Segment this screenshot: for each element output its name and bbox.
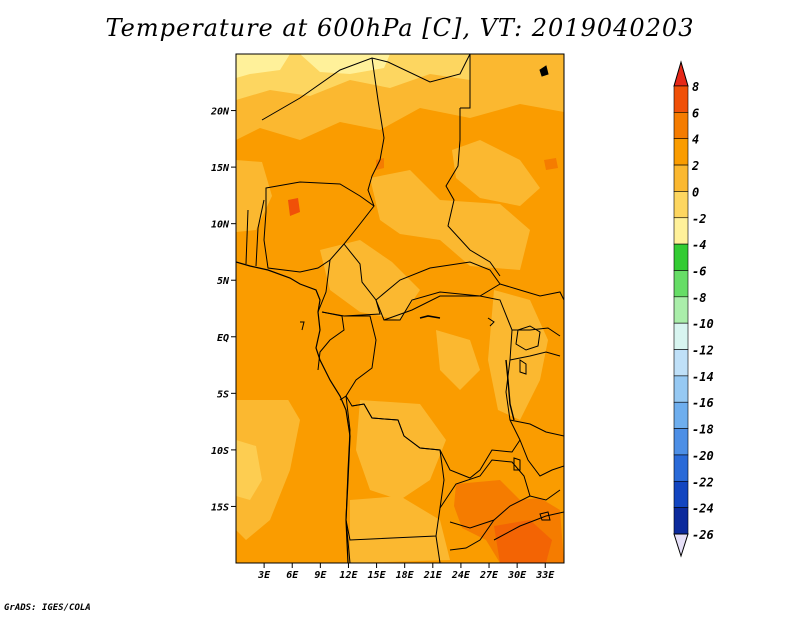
lon-tick-label: 6E — [286, 570, 299, 581]
colorbar-bottom-arrow — [673, 533, 689, 558]
colorbar-label: 4 — [692, 133, 699, 147]
colorbar-segment — [673, 270, 689, 298]
lat-tick-label: 5S — [217, 389, 229, 400]
colorbar-segment — [673, 243, 689, 271]
colorbar-segment — [673, 138, 689, 166]
lon-tick-label: 9E — [314, 570, 327, 581]
lon-tick-label: 33E — [535, 570, 555, 581]
lon-tick-label: 15E — [368, 570, 387, 581]
colorbar-label: -2 — [692, 212, 706, 226]
colorbar-top-arrow — [673, 60, 689, 87]
colorbar-segment — [673, 428, 689, 456]
longitude-axis: 3E 6E 9E 12E 15E 18E 21E 24E 27E 30E 33E — [257, 563, 555, 581]
latitude-axis: 20N 15N 10N 5N EQ 5S 10S 15S — [210, 107, 236, 513]
colorbar-label: 6 — [692, 106, 699, 120]
colorbar-segment — [673, 480, 689, 508]
lat-tick-label: 10S — [211, 446, 229, 457]
colorbar-segment — [673, 112, 689, 140]
map-title: Temperature at 600hPa [C], VT: 201904020… — [105, 14, 695, 42]
colorbar: 8 6 4 2 0 -2 -4 -6 -8 -10 -12 -14 -16 -18 -20 -22 -24 -26 — [673, 60, 714, 558]
colorbar-segment — [673, 375, 689, 403]
lat-tick-label: 5N — [217, 276, 230, 287]
lon-tick-label: 21E — [423, 570, 443, 581]
colorbar-label: -22 — [692, 475, 714, 489]
colorbar-label: -8 — [692, 291, 706, 305]
colorbar-label: -24 — [692, 502, 714, 516]
colorbar-label: -12 — [692, 344, 714, 358]
colorbar-label: -4 — [692, 238, 706, 252]
country-borders — [236, 54, 564, 563]
lat-tick-label: 15N — [211, 163, 230, 174]
lon-tick-label: 18E — [396, 570, 415, 581]
lon-tick-label: 30E — [507, 570, 527, 581]
colorbar-segment — [673, 296, 689, 324]
lon-tick-label: 27E — [479, 570, 499, 581]
map-frame — [235, 53, 565, 564]
lat-tick-label: 10N — [211, 220, 230, 231]
colorbar-segment — [673, 401, 689, 429]
lon-tick-label: 24E — [451, 570, 471, 581]
lat-tick-label: EQ — [217, 333, 229, 344]
colorbar-segment — [673, 349, 689, 377]
colorbar-label: -10 — [692, 317, 714, 331]
lon-tick-label: 3E — [257, 570, 271, 581]
colorbar-segment — [673, 507, 689, 535]
colorbar-label: 2 — [691, 159, 699, 173]
colorbar-label: -16 — [692, 396, 714, 410]
colorbar-segment — [673, 454, 689, 482]
colorbar-segment — [673, 85, 689, 113]
colorbar-segment — [673, 191, 689, 219]
colorbar-label: -18 — [692, 423, 714, 437]
colorbar-segment — [673, 322, 689, 350]
colorbar-label: -14 — [692, 370, 714, 384]
grads-credit: GrADS: IGES/COLA — [4, 603, 91, 613]
colorbar-label: -26 — [692, 528, 714, 542]
colorbar-segment — [673, 164, 689, 192]
colorbar-segment — [673, 217, 689, 245]
colorbar-label: -20 — [692, 449, 714, 463]
colorbar-label: 8 — [692, 80, 699, 94]
temperature-field — [236, 54, 564, 563]
colorbar-label: -6 — [692, 264, 706, 278]
colorbar-label: 0 — [692, 185, 699, 199]
lat-tick-label: 15S — [211, 502, 229, 513]
lon-tick-label: 12E — [339, 570, 358, 581]
lat-tick-label: 20N — [210, 107, 230, 118]
